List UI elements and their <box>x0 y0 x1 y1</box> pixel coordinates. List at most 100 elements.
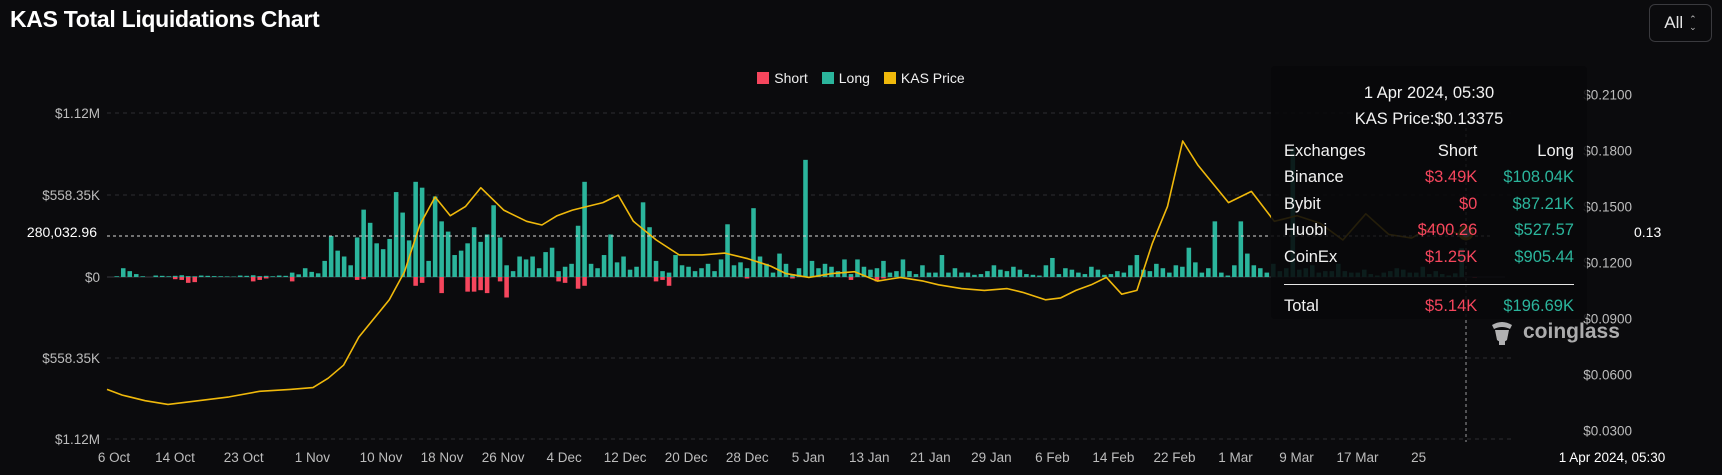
long-bar <box>822 263 828 277</box>
legend-item-short[interactable]: Short <box>757 70 808 86</box>
long-bar <box>432 196 438 277</box>
long-bar <box>484 234 490 277</box>
long-bar <box>595 268 600 277</box>
long-bar <box>328 236 334 277</box>
long-bar <box>1167 272 1172 277</box>
long-bar <box>770 272 776 277</box>
legend-item-long[interactable]: Long <box>821 70 870 86</box>
page-title: KAS Total Liquidations Chart <box>10 6 320 32</box>
long-bar <box>1011 266 1016 277</box>
crosshair-left-value: 280,032.96 <box>27 224 97 240</box>
tooltip-price: KAS Price:$0.13375 <box>1354 110 1504 128</box>
y-left-tick-label: $1.12M <box>55 432 100 447</box>
long-bar <box>1069 269 1075 277</box>
long-bar <box>517 256 522 277</box>
long-bar <box>816 268 821 277</box>
crosshair-right-value: 0.13 <box>1634 224 1661 240</box>
price-line <box>106 140 1466 406</box>
tooltip-long-value: $108.04K <box>1503 168 1574 187</box>
long-bar <box>250 275 256 277</box>
long-bar <box>764 263 769 277</box>
long-bar <box>289 272 295 277</box>
long-bar <box>1108 274 1114 277</box>
short-bar <box>744 277 750 279</box>
long-bar <box>536 268 542 277</box>
long-bar <box>946 272 951 277</box>
long-bar <box>978 274 984 277</box>
long-bar <box>218 276 223 277</box>
watermark-text: coinglass <box>1523 320 1620 343</box>
long-bar <box>666 272 672 277</box>
long-bar <box>699 268 704 277</box>
long-bar <box>803 159 808 277</box>
legend-item-price[interactable]: KAS Price <box>883 70 965 86</box>
long-bar <box>348 265 353 277</box>
long-bar <box>426 260 431 277</box>
short-bar <box>790 277 795 279</box>
long-bar <box>1043 265 1049 277</box>
long-bar <box>1102 274 1107 277</box>
x-tick-label: 12 Dec <box>604 450 647 465</box>
short-bar <box>562 277 568 283</box>
long-bar <box>530 256 535 277</box>
y-right-tick-label: $0.0600 <box>1583 368 1632 383</box>
long-bar <box>1206 268 1211 277</box>
crosshair-x-label-bg <box>1543 448 1683 468</box>
short-bar <box>881 277 886 279</box>
chart-tooltip: 1 Apr 2024, 05:30 KAS Price:$0.13375 Exc… <box>1271 66 1587 319</box>
long-bar <box>185 276 191 277</box>
long-bar <box>679 265 685 277</box>
long-bar <box>1115 271 1120 277</box>
long-bar <box>959 272 964 277</box>
long-bar <box>692 271 698 277</box>
long-bar <box>491 205 496 277</box>
long-bar <box>1095 269 1101 277</box>
short-bar <box>666 277 672 286</box>
short-bar <box>192 277 197 283</box>
long-bar <box>809 260 815 277</box>
legend-swatch-long <box>821 72 834 84</box>
long-bar <box>1056 274 1062 277</box>
x-tick-label: 23 Oct <box>224 450 264 465</box>
long-bar <box>627 269 633 277</box>
x-tick-label: 6 Feb <box>1035 450 1070 465</box>
y-right-tick-label: $0.0900 <box>1583 311 1632 326</box>
tooltip-short-value: $1.25K <box>1425 247 1478 266</box>
long-bar <box>504 265 509 277</box>
long-bar <box>887 272 893 277</box>
long-bar <box>874 268 880 277</box>
long-bar <box>1180 266 1185 277</box>
short-bar <box>653 277 659 282</box>
x-tick-label: 14 Oct <box>155 450 195 465</box>
long-bar <box>1225 275 1231 277</box>
long-bar <box>127 271 133 277</box>
short-bar <box>354 277 360 280</box>
short-bar <box>582 277 587 286</box>
long-bar <box>374 243 379 277</box>
long-bar <box>192 276 197 277</box>
short-bar <box>575 277 581 289</box>
y-left-tick-label: $1.12M <box>55 106 100 121</box>
long-bar <box>322 260 327 277</box>
long-bar <box>211 276 217 277</box>
x-tick-label: 5 Jan <box>792 450 825 465</box>
long-bar <box>166 276 172 277</box>
legend-label-short: Short <box>774 70 808 86</box>
long-bar <box>614 262 620 277</box>
long-bar <box>829 266 834 277</box>
long-bar <box>276 275 282 277</box>
long-bar <box>933 272 938 277</box>
long-bar <box>1258 268 1263 277</box>
range-select[interactable]: All ⌃ ⌄ <box>1649 4 1712 42</box>
tooltip-date: 1 Apr 2024, 05:30 <box>1363 84 1495 102</box>
legend-swatch-short <box>757 72 770 84</box>
long-bar <box>725 224 730 277</box>
long-bar <box>1160 268 1166 277</box>
long-bar <box>562 266 568 277</box>
x-tick-label: 20 Dec <box>665 450 708 465</box>
tooltip-short-value: $3.49K <box>1425 168 1478 187</box>
long-bar <box>413 181 418 277</box>
short-bar <box>471 277 477 292</box>
coinglass-logo-icon <box>1492 322 1512 345</box>
